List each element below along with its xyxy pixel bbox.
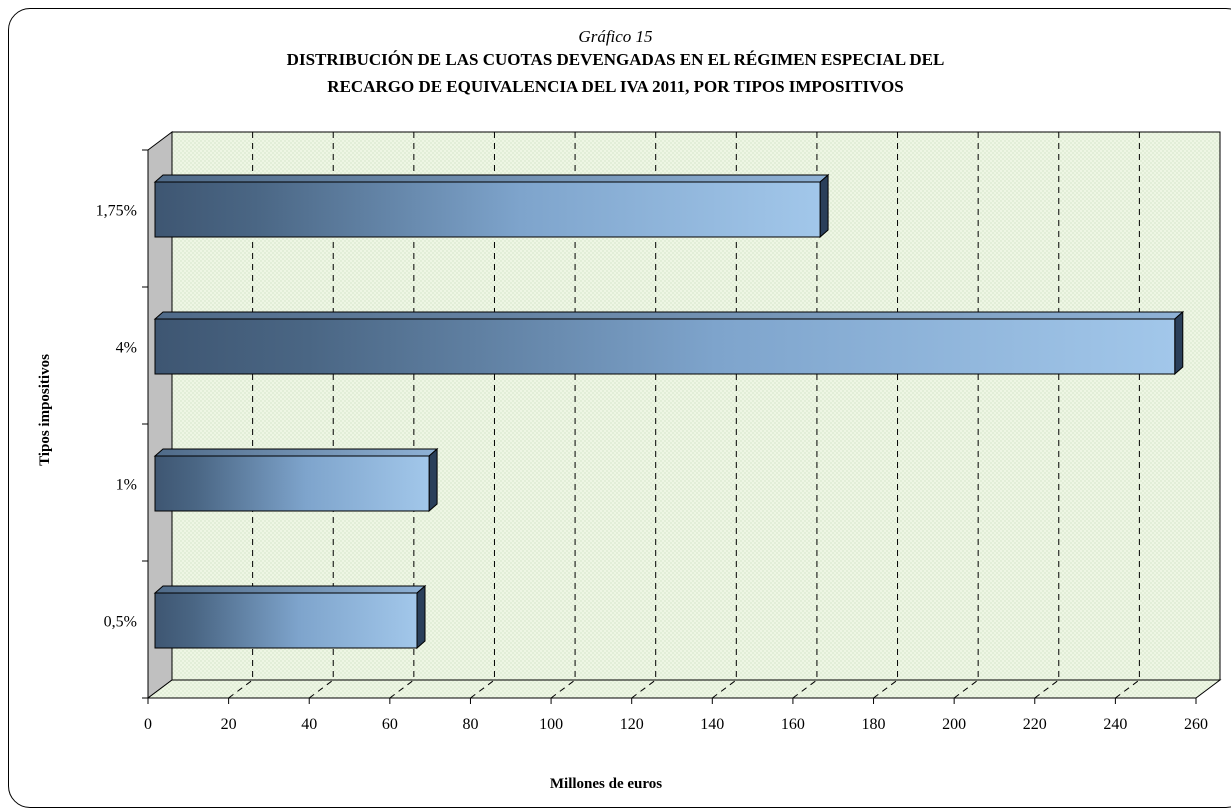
x-tick-label: 140 (700, 716, 724, 733)
x-tick-label: 60 (382, 716, 398, 733)
x-tick-label: 80 (462, 716, 478, 733)
y-tick-label: 4% (116, 340, 137, 357)
x-tick-label: 240 (1103, 716, 1127, 733)
bar-front (154, 181, 821, 238)
bar-end (1174, 310, 1184, 376)
x-tick-label: 220 (1023, 716, 1047, 733)
gridline-floor (712, 679, 737, 699)
x-tick-label: 40 (301, 716, 317, 733)
gridline-floor (792, 679, 818, 699)
y-axis-title: Tipos impositivos (37, 354, 53, 466)
chart-subtitle: Gráfico 15 (578, 27, 653, 46)
bar-4% (153, 310, 1185, 376)
gridline-floor (953, 679, 979, 699)
gridline-floor (631, 679, 656, 699)
bar-front (154, 592, 418, 649)
gridline-floor (550, 679, 576, 699)
gridline-floor (308, 679, 334, 699)
gridline-floor (470, 679, 495, 699)
bar-1% (153, 447, 439, 513)
x-tick-label: 100 (539, 716, 563, 733)
gridline-floor (1115, 679, 1140, 699)
x-axis-title: Millones de euros (550, 776, 662, 791)
gridline-floor (389, 679, 415, 699)
y-tick-label: 0,5% (104, 614, 137, 631)
x-tick-label: 20 (221, 716, 237, 733)
bar-top (153, 585, 427, 594)
bar-0,5% (153, 584, 427, 650)
gridline-floor (1034, 679, 1060, 699)
x-tick-label: 120 (620, 716, 644, 733)
x-tick-label: 160 (781, 716, 805, 733)
bar-end (416, 584, 426, 650)
bar-front (154, 455, 430, 512)
x-tick-label: 200 (942, 716, 966, 733)
bar-end (428, 447, 438, 513)
bar-1,75% (153, 173, 830, 239)
chart-title-line-2: RECARGO DE EQUIVALENCIA DEL IVA 2011, PO… (327, 77, 904, 96)
plot-floor (146, 679, 1222, 699)
x-tick-label: 180 (862, 716, 886, 733)
x-tick-label: 0 (144, 716, 152, 733)
chart-title-line-1: DISTRIBUCIÓN DE LAS CUOTAS DEVENGADAS EN… (286, 50, 945, 69)
bar-top (153, 174, 830, 183)
gridline-floor (873, 679, 898, 699)
bar-chart: 0 20 40 60 80 100 120 140 160 180 200 220 240 260 0,5%… (37, 131, 1222, 791)
y-tick-label: 1,75% (96, 203, 137, 220)
bar-top (153, 448, 439, 457)
bar-end (819, 173, 829, 239)
bar-front (154, 318, 1176, 375)
bar-top (153, 311, 1185, 320)
x-tick-label: 260 (1184, 716, 1208, 733)
gridline-floor (228, 679, 253, 699)
y-tick-label: 1% (116, 477, 137, 494)
